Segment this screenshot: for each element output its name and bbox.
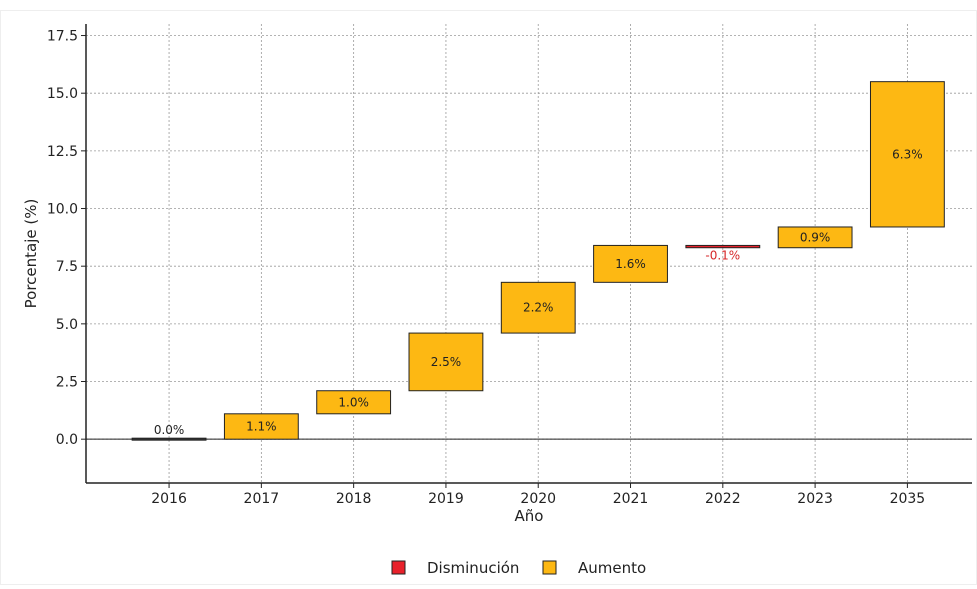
bar-2016 [131,437,207,441]
x-axis-title: Año [515,507,544,525]
bar-value-label: 0.9% [800,230,831,244]
legend: Disminución Aumento [391,559,646,577]
bar-value-label: 2.2% [523,301,554,315]
axes: 0.0 2.5 5.0 7.5 10.0 12.5 15.0 17.5 2016 2017 2018… [47,24,972,507]
bar-2023 [777,226,853,249]
x-tick-label: 2019 [428,491,464,507]
y-tick-label: 5.0 [56,317,78,333]
bar-value-label: -0.1% [705,249,740,263]
x-tick-label: 2016 [151,491,187,507]
y-tick-label: 15.0 [47,86,78,102]
bar-2022 [685,244,761,249]
bar-2017 [223,413,299,440]
y-tick-label: 12.5 [47,144,78,160]
bar-value-label: 6.3% [892,147,923,161]
bars [131,81,945,441]
x-tick-label: 2023 [797,491,833,507]
bar-2018 [316,390,392,415]
bar-2021 [593,244,668,283]
y-tick-label: 10.0 [47,202,78,218]
x-tick-label: 2035 [890,491,926,507]
chart-background [0,10,977,585]
bar-value-label: 1.1% [246,419,277,433]
bar-value-label: 1.0% [338,395,369,409]
x-tick-label: 2018 [336,491,372,507]
bar-2020 [500,281,576,334]
legend-swatch-increase [542,560,557,575]
bar-value-label: 2.5% [431,355,462,369]
bar-2019 [408,332,484,392]
bar-value-label: 1.6% [615,257,646,271]
legend-label-increase: Aumento [578,559,646,577]
bar-2035 [869,81,945,228]
y-axis-title: Porcentaje (%) [22,199,40,309]
x-tick-label: 2021 [613,491,649,507]
x-tick-label: 2022 [705,491,741,507]
legend-label-decrease: Disminución [427,559,519,577]
x-tick-label: 2020 [520,491,556,507]
y-tick-label: 0.0 [56,432,78,448]
bar-labels: 0.0% 1.1% 1.0% 2.5% 2.2% 1.6% -0.1% 0.9% 6.3% [154,147,923,437]
bar-value-label: 0.0% [154,423,185,437]
x-tick-label: 2017 [244,491,280,507]
y-tick-label: 17.5 [47,29,78,45]
legend-swatch-decrease [391,560,406,575]
y-tick-label: 2.5 [56,375,78,391]
y-tick-label: 7.5 [56,259,78,275]
